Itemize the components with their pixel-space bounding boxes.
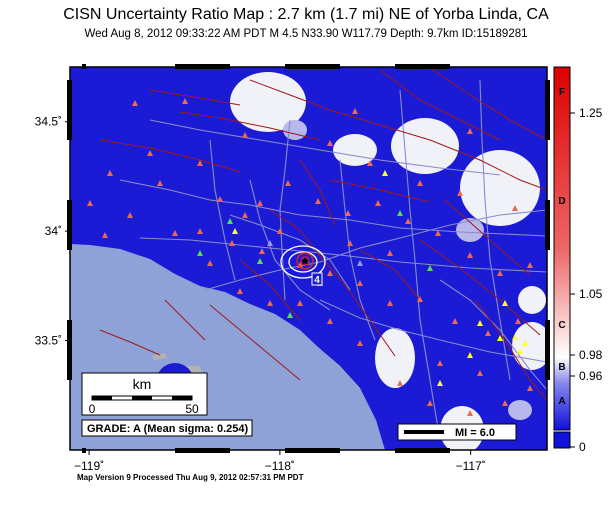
- lat-tick-label: 34˚: [45, 224, 62, 238]
- frame-bar-left: [67, 80, 72, 140]
- grade-box: GRADE: A (Mean sigma: 0.254): [81, 419, 253, 437]
- frame-bar-top: [395, 64, 450, 69]
- colorbar: [553, 66, 571, 449]
- lat-tick-label: 33.5˚: [35, 334, 62, 348]
- map-subtitle: Wed Aug 8, 2012 09:33:22 AM PDT M 4.5 N3…: [84, 28, 528, 40]
- frame-bar-bottom: [175, 448, 230, 453]
- colorbar-letters: F D C B A: [558, 87, 565, 407]
- colorbar-tick-label: 1.25: [579, 106, 603, 120]
- colorbar-tick-label: 1.05: [579, 287, 603, 301]
- scale-bar-label-end: 50: [185, 402, 199, 416]
- colorbar-grade-letter: A: [558, 396, 565, 407]
- frame-bar-right: [545, 80, 550, 140]
- colorbar-tick-label: 0.98: [579, 348, 603, 362]
- frame-bar-bottom: [285, 448, 340, 453]
- scale-bar: km 0 50: [81, 372, 208, 416]
- contour-label-group: 4: [311, 272, 323, 286]
- frame-bar-top: [285, 64, 340, 69]
- colorbar-ticks: 1.25 1.05 0.98 0.96 0: [570, 106, 603, 454]
- mi-legend: MI = 6.0: [397, 423, 517, 441]
- frame-bar-left: [67, 200, 72, 250]
- colorbar-grade-letter: F: [559, 87, 565, 98]
- frame-bar-top: [175, 64, 230, 69]
- lat-ticks: 34.5˚ 34˚ 33.5˚: [35, 115, 70, 348]
- frame-bar-right: [545, 200, 550, 250]
- frame-bar-top: [82, 64, 86, 69]
- colorbar-grade-letter: D: [558, 196, 565, 207]
- intensity-contours: [280, 245, 326, 279]
- processing-footer: Map Version 9 Processed Thu Aug 9, 2012 …: [77, 473, 304, 482]
- colorbar-grade-letter: C: [558, 320, 565, 331]
- lon-tick-label: −119˚: [74, 459, 104, 473]
- lon-tick-label: −118˚: [265, 459, 295, 473]
- grade-text: GRADE: A (Mean sigma: 0.254): [87, 423, 249, 435]
- island-small: [152, 353, 167, 360]
- colorbar-grade-letter: B: [558, 362, 565, 373]
- colorbar-tick-label: 0: [579, 440, 586, 454]
- seismic-stations: [87, 98, 533, 416]
- colorbar-tick-label: 0.96: [579, 369, 603, 383]
- lon-ticks: −119˚ −118˚ −117˚: [74, 450, 486, 473]
- frame-bar-bottom: [82, 448, 86, 453]
- lat-tick-label: 34.5˚: [35, 115, 62, 129]
- frame-bar-right: [545, 320, 550, 380]
- fault-lines: [99, 67, 547, 401]
- scale-bar-unit: km: [133, 376, 152, 392]
- frame-bar-left: [67, 320, 72, 380]
- lon-tick-label: −117˚: [456, 459, 486, 473]
- contour-label: 4: [314, 275, 320, 286]
- scale-bar-label-start: 0: [89, 402, 96, 416]
- map-title: CISN Uncertainty Ratio Map : 2.7 km (1.7…: [63, 6, 549, 23]
- frame-bar-bottom: [395, 448, 450, 453]
- epicenter-star: [300, 257, 310, 265]
- frame-bars: [67, 64, 550, 453]
- mi-legend-text: MI = 6.0: [455, 427, 495, 439]
